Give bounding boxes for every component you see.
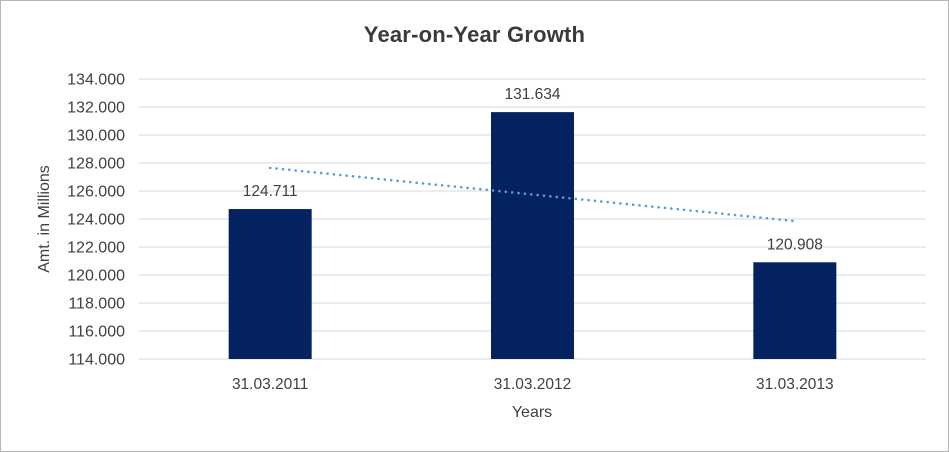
x-axis-title: Years — [511, 404, 553, 421]
y-tick-label: 128.000 — [67, 156, 125, 173]
trendline — [268, 166, 797, 223]
x-tick-label: 31.03.2013 — [756, 376, 834, 393]
bar-value-label: 120.908 — [767, 236, 823, 253]
y-tick-label: 132.000 — [67, 100, 125, 117]
y-tick-label: 118.000 — [68, 296, 125, 313]
bar — [753, 262, 837, 359]
x-tick-label: 31.03.2012 — [494, 376, 572, 393]
bar — [491, 112, 574, 360]
bar-value-label: 131.634 — [504, 86, 560, 103]
y-tick-label: 116.000 — [68, 324, 125, 341]
y-tick-label: 124.000 — [67, 212, 125, 229]
y-tick-label: 130.000 — [67, 128, 125, 145]
y-tick-label: 114.000 — [68, 352, 125, 369]
y-tick-label: 122.000 — [67, 240, 125, 257]
chart-title: Year-on-Year Growth — [363, 22, 586, 47]
y-tick-label: 126.000 — [67, 184, 125, 201]
y-axis-title: Amt. in Millions — [36, 165, 53, 273]
y-tick-label: 120.000 — [67, 268, 125, 285]
y-tick-label: 134.000 — [67, 72, 125, 89]
bar — [228, 209, 312, 359]
x-tick-label: 31.03.2011 — [232, 376, 308, 393]
bar-value-label: 124.711 — [243, 183, 298, 200]
